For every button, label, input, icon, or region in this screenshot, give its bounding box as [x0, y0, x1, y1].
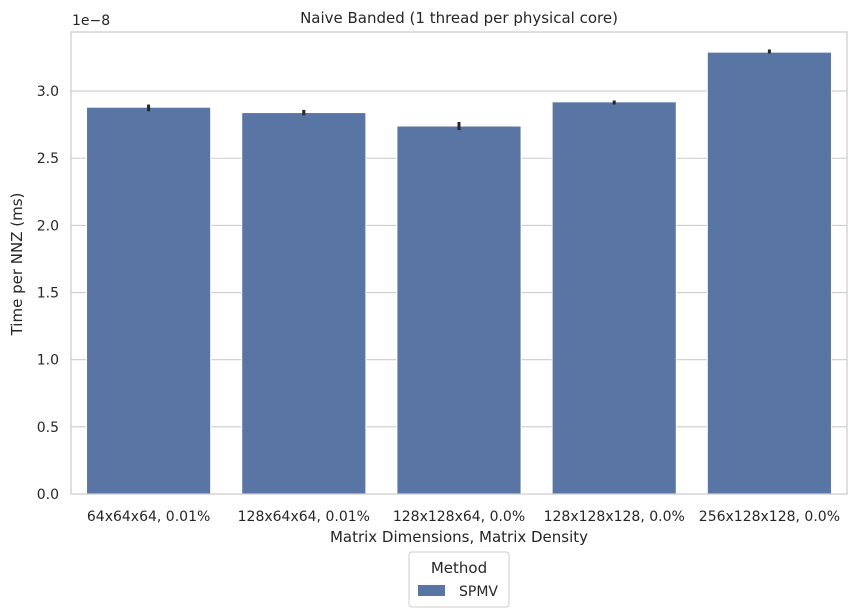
bar: [551, 101, 677, 495]
y-tick-label: 1.5: [37, 286, 59, 302]
bar: [396, 125, 522, 495]
x-tick-label: 128x128x128, 0.0%: [544, 509, 685, 525]
y-tick-label: 0.5: [37, 420, 59, 436]
y-offset-label: 1e−8: [72, 13, 110, 29]
legend-swatch: [418, 585, 445, 596]
legend-title: Method: [431, 559, 487, 577]
bars: [86, 51, 832, 495]
legend-entry-spmv: SPMV: [459, 584, 498, 600]
y-tick-label: 2.5: [37, 151, 59, 167]
x-tick-label: 128x128x64, 0.0%: [393, 509, 525, 525]
y-tick-label: 1.0: [37, 353, 59, 369]
bar: [706, 51, 832, 495]
chart-title: Naive Banded (1 thread per physical core…: [300, 9, 618, 27]
x-tick-labels: 64x64x64, 0.01% 128x64x64, 0.01% 128x128x6…: [87, 509, 840, 525]
y-tick-labels: 0.0 0.5 1.0 1.5 2.0 2.5 3.0: [37, 84, 59, 503]
x-tick-label: 128x64x64, 0.01%: [238, 509, 370, 525]
x-tick-label: 64x64x64, 0.01%: [87, 509, 210, 525]
y-tick-label: 2.0: [37, 218, 59, 234]
y-axis-label: Time per NNZ (ms): [8, 193, 26, 337]
y-tick-label: 0.0: [37, 487, 59, 503]
error-bars: [147, 49, 771, 131]
plot-frame: [70, 31, 848, 495]
legend: Method SPMV: [408, 551, 510, 608]
bar: [86, 106, 212, 495]
y-tick-label: 3.0: [37, 84, 59, 100]
x-tick-label: 256x128x128, 0.0%: [699, 509, 840, 525]
x-axis-label: Matrix Dimensions, Matrix Density: [330, 528, 588, 546]
bar: [241, 112, 367, 495]
